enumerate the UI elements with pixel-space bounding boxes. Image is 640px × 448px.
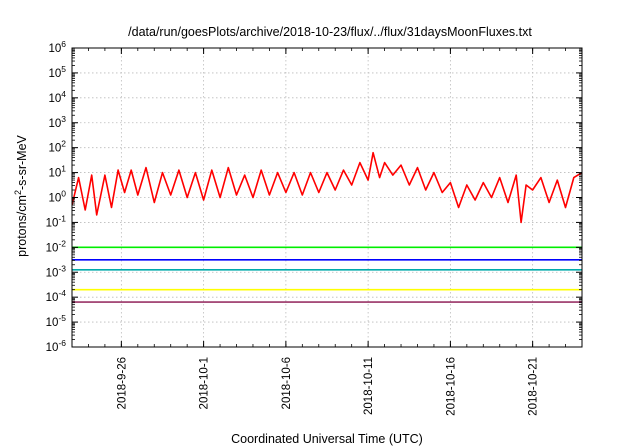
grid [72,48,582,347]
y-tick-label: 103 [48,114,66,130]
x-axis-label: Coordinated Universal Time (UTC) [231,432,423,446]
x-tick-label: 2018-10-16 [445,357,457,416]
y-axis-label-sup: 2 [13,190,23,195]
y-axis-label: protons/cm2-s-sr-MeV [13,134,29,256]
y-tick-label: 101 [48,164,66,180]
y-tick-label: 10-5 [46,313,67,329]
y-tick-label: 10-6 [46,338,67,354]
x-ticks: 2018-9-26 2018-10-1 2018-10-6 2018-10-11 201… [88,48,566,416]
plot-series [72,151,582,303]
y-tick-label: 10-1 [46,213,67,229]
x-tick-label: 2018-10-11 [363,357,375,415]
x-tick-label: 2018-10-6 [281,357,293,409]
y-tick-label: 104 [48,89,66,105]
x-tick-label: 2018-9-26 [116,357,128,409]
y-ticks: 10-6 10-5 10-4 10-3 10-2 10-1 100 101 102 103 104 1… [46,39,582,354]
y-axis-label-pre: protons/cm [15,195,29,257]
x-tick-label: 2018-10-21 [528,357,540,416]
y-tick-label: 10-2 [46,238,67,254]
y-tick-label: 105 [48,64,66,80]
series-line-1 [72,151,582,224]
y-tick-label: 102 [48,139,66,155]
y-tick-label: 10-4 [46,288,67,304]
x-tick-label: 2018-10-1 [199,357,211,409]
y-tick-label: 106 [48,39,66,55]
y-tick-label: 100 [48,189,66,205]
y-axis-label-post: -s-sr-MeV [15,134,29,190]
chart-title: /data/run/goesPlots/archive/2018-10-23/f… [128,25,532,39]
y-tick-label: 10-3 [46,263,67,279]
